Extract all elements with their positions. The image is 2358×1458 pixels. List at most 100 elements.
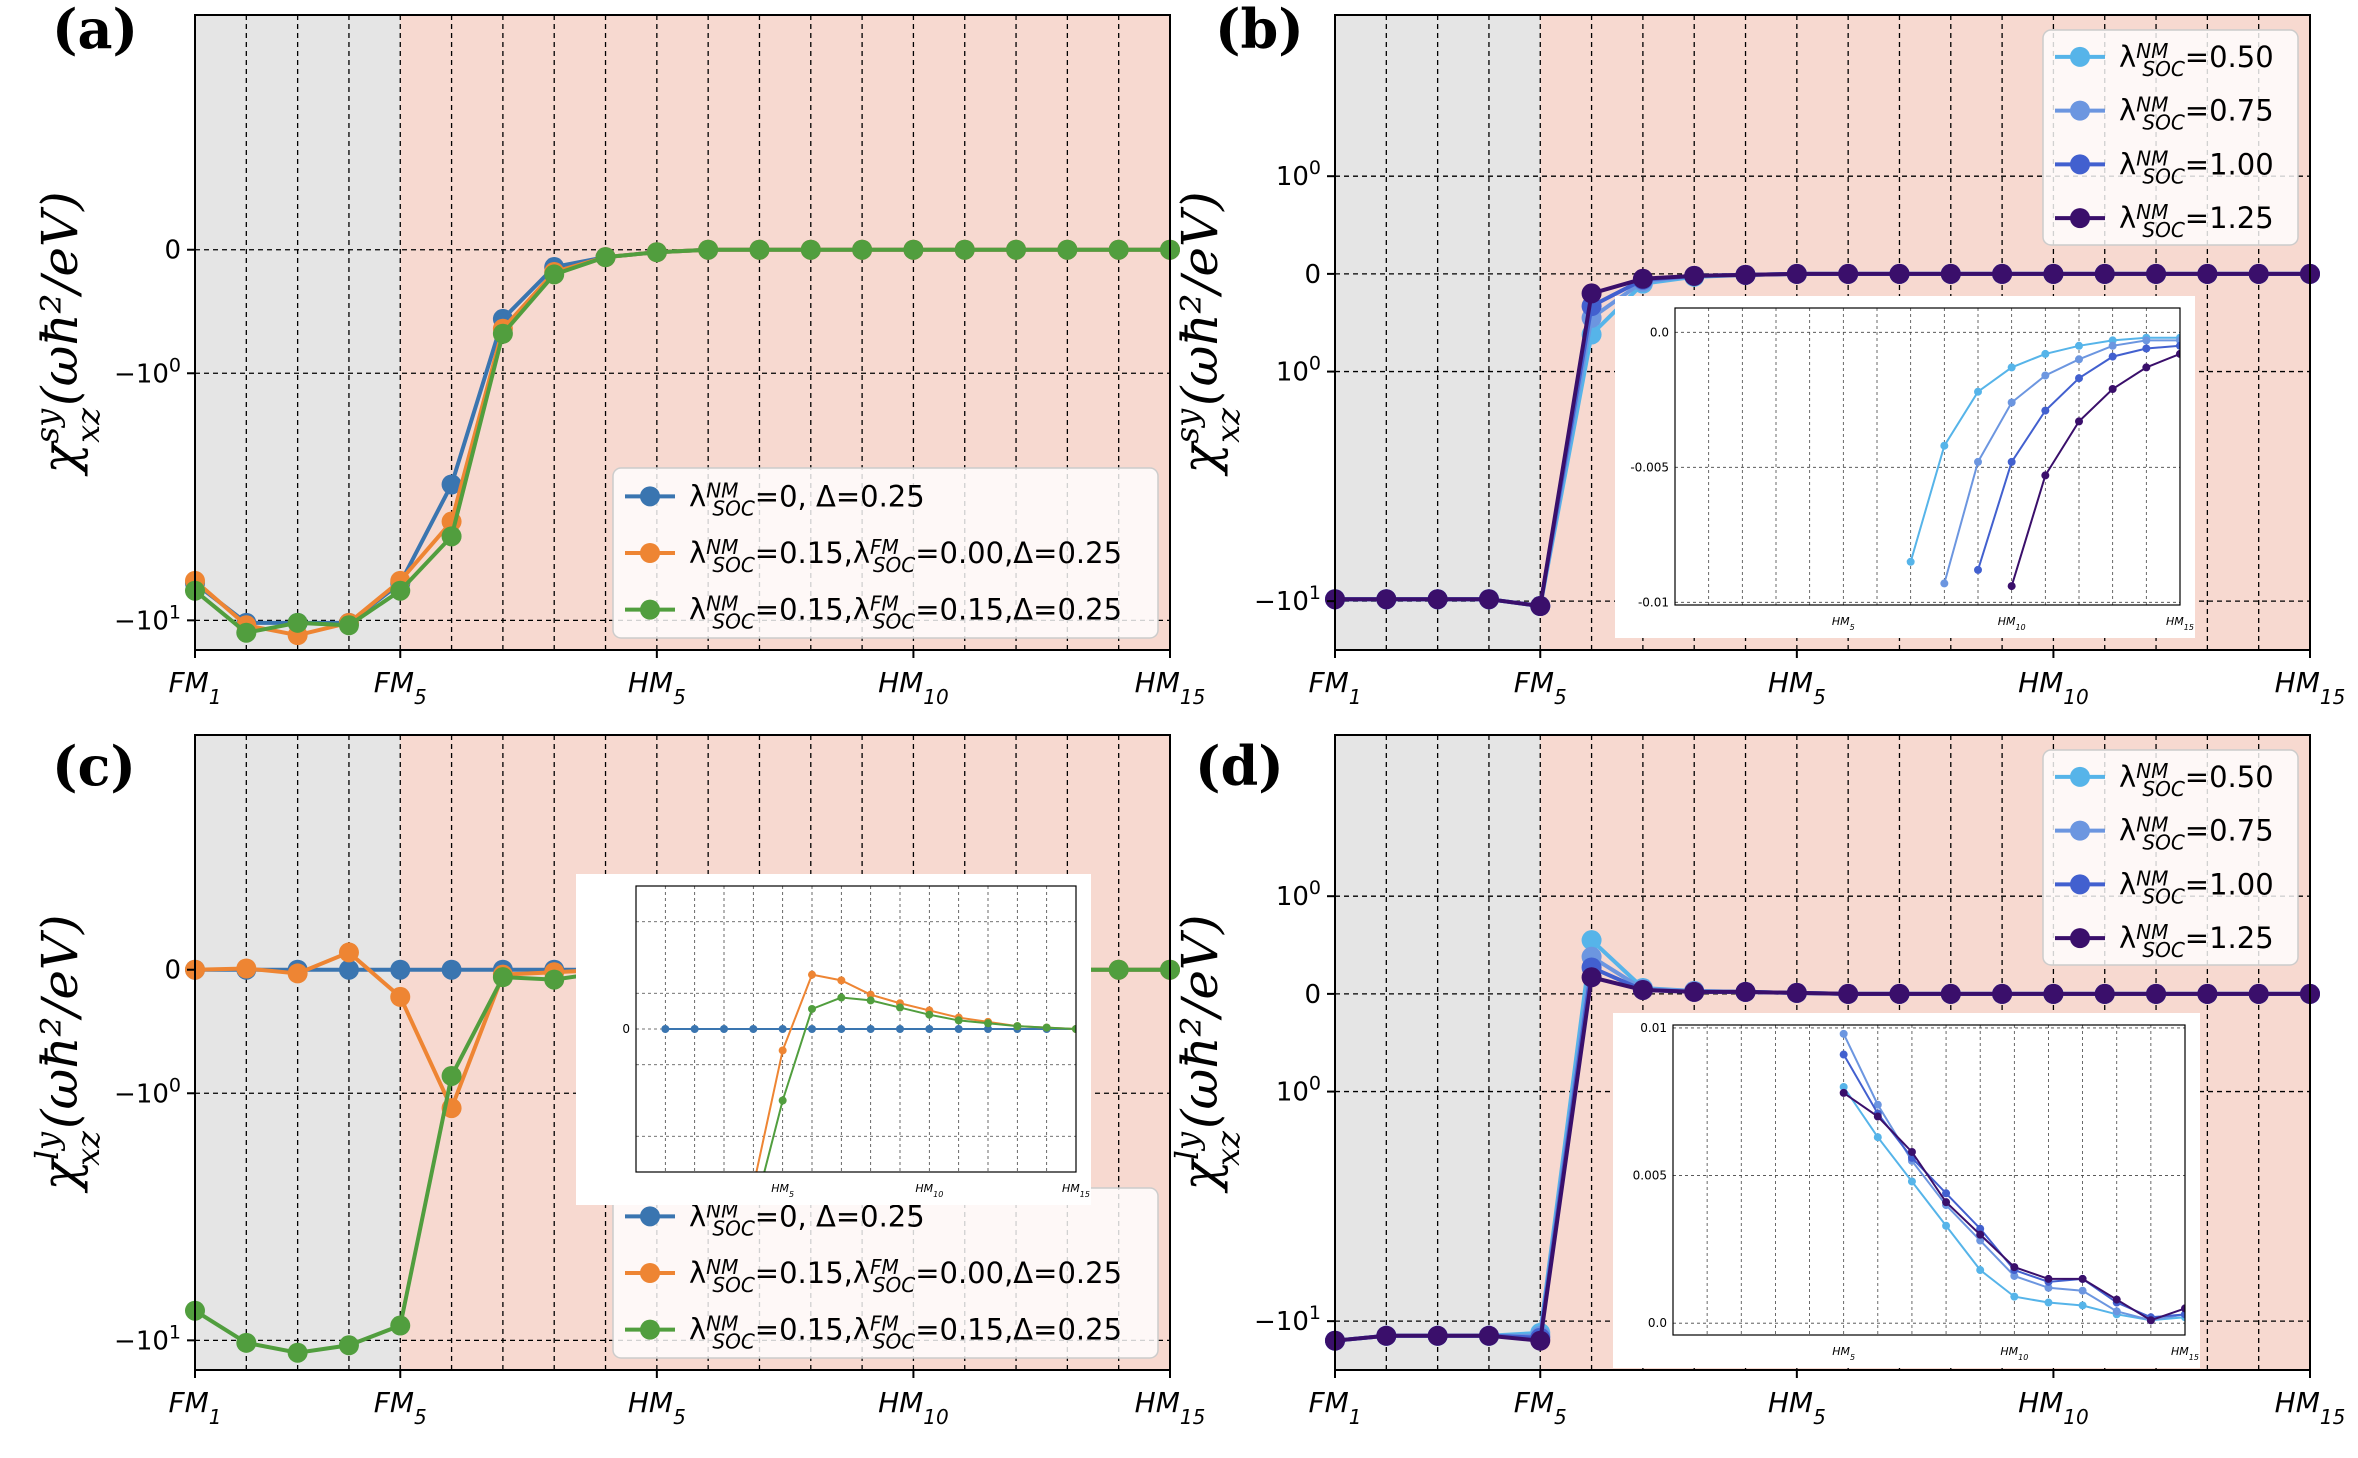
data-point-green [544, 264, 565, 285]
inset-series-group [661, 970, 1076, 1172]
inset-x-tick-label: HM5 [1832, 615, 1855, 632]
inset-data-point-l100 [2176, 341, 2180, 350]
panel-label: (a) [52, 0, 138, 61]
data-point-l125 [2043, 983, 2064, 1004]
x-tick-label: FM5 [374, 1386, 427, 1429]
data-point-green [800, 239, 821, 260]
plot-frame [194, 14, 1171, 651]
data-point-l125 [1992, 263, 2013, 284]
legend-entry: λNM SOC=0.15,λFM SOC=0.15,Δ=0.25 [625, 592, 1122, 634]
inset-series-group [1906, 333, 2180, 591]
y-tick-label: 100 [1276, 1073, 1321, 1108]
inset-data-point-blue [720, 1025, 728, 1033]
legend-entry: λNM SOC=0.75 [2055, 93, 2274, 135]
data-point-green [390, 580, 411, 601]
data-point-l125 [1889, 263, 1910, 284]
data-point-l125 [2197, 263, 2218, 284]
inset-data-point-l050 [1906, 557, 1915, 566]
inset-data-point-l050 [1839, 1083, 1848, 1091]
data-point-l125 [1581, 283, 1602, 304]
inset-x-tick-label: HM10 [2000, 1345, 2028, 1362]
data-point-l125 [2043, 263, 2064, 284]
data-point-l125 [1940, 263, 1961, 284]
y-tick-label: −101 [1254, 1302, 1321, 1337]
data-point-l125 [1530, 596, 1551, 617]
panel-label: (b) [1215, 0, 1304, 61]
legend-label: λNM SOC=0.50 [2119, 39, 2274, 81]
y-tick-label: 100 [1276, 877, 1321, 912]
legend-swatch-marker [2070, 820, 2090, 841]
legend-entry: λNM SOC=1.25 [2055, 200, 2274, 242]
inset-data-point-l125 [2108, 385, 2117, 393]
data-point-l125 [1530, 1330, 1551, 1351]
panel-label: (d) [1195, 734, 1284, 798]
legend-box [2042, 749, 2299, 966]
legend-box [2042, 29, 2299, 246]
data-point-blue [441, 474, 462, 495]
data-point-green [338, 615, 359, 636]
inset-data-point-green [1042, 1023, 1051, 1032]
inset-data-point-blue [661, 1025, 670, 1033]
legend-entry: λNM SOC=0.50 [2055, 39, 2274, 81]
inset-data-point-l125 [1907, 1147, 1916, 1156]
inset-data-point-l100 [2007, 457, 2016, 466]
legend-swatch-marker [640, 1319, 660, 1340]
legend-swatch-marker [2070, 100, 2090, 121]
inset-chart: 0.01 0.005 0.0 HM5 HM10 HM15 [1613, 1013, 2200, 1368]
inset-data-point-l050 [1974, 387, 1982, 396]
y-tick-label: 100 [1276, 157, 1321, 192]
legend-label: λNM SOC=1.00 [2119, 146, 2274, 188]
inset-y-tick-label: -0.01 [1638, 595, 1669, 609]
inset-data-point-l050 [2041, 349, 2050, 358]
inset-series-line-l125 [2010, 352, 2180, 587]
y-tick-label: −101 [114, 601, 181, 636]
legend-label: λNM SOC=0.15,λFM SOC=0.00,Δ=0.25 [689, 1255, 1122, 1297]
data-point-l125 [1632, 979, 1653, 1000]
data-point-l125 [2248, 983, 2269, 1004]
x-tick-label: FM1 [1309, 666, 1362, 709]
inset-data-point-l075 [2044, 1283, 2053, 1292]
panel-b: FM1 FM5 HM5 HM10 HM15 100 0 100 −101 (b) χsyxz(ωħ²… [1168, 0, 2345, 709]
inset-data-point-green [896, 1003, 904, 1012]
inset-data-point-green [925, 1010, 934, 1019]
inset-data-point-green [778, 1096, 787, 1105]
data-point-l125 [1889, 983, 1910, 1004]
legend-entry: λNM SOC=0, Δ=0.25 [625, 478, 925, 520]
data-point-l125 [2197, 983, 2218, 1004]
data-point-l125 [1376, 1325, 1397, 1346]
inset-data-point-blue [808, 1025, 816, 1033]
legend-label: λNM SOC=0.15,λFM SOC=0.15,Δ=0.25 [689, 592, 1122, 634]
y-tick-label: 100 [1276, 353, 1321, 388]
inset-data-point-l125 [2181, 1304, 2185, 1313]
inset-data-point-blue [984, 1025, 992, 1033]
data-point-l125 [1684, 981, 1705, 1002]
x-tick-label: HM10 [2018, 666, 2089, 709]
inset-data-point-l125 [2142, 363, 2151, 372]
legend-entry: λNM SOC=0.15,λFM SOC=0.00,Δ=0.25 [625, 1255, 1122, 1297]
legend-swatch-marker [2070, 928, 2090, 949]
inset-frame [635, 885, 1077, 1173]
y-tick-label: −100 [114, 1074, 181, 1109]
legend-swatch-marker [640, 599, 660, 620]
x-tick-label: FM1 [169, 1386, 222, 1429]
data-point-blue [390, 959, 411, 980]
data-point-green [1108, 959, 1129, 980]
y-axis-label: χsyxz(ωħ²/eV) [28, 191, 107, 476]
inset-y-tick-label: 0.005 [1633, 1169, 1667, 1183]
data-point-orange [338, 942, 359, 963]
legend-swatch-marker [2070, 766, 2090, 787]
legend-label: λNM SOC=0.15,λFM SOC=0.15,Δ=0.25 [689, 1312, 1122, 1354]
inset-data-point-l100 [1839, 1050, 1848, 1059]
legend: λNM SOC=0, Δ=0.25 λNM SOC=0.15,λFM SOC=0.00,… [612, 467, 1159, 639]
data-point-l125 [2146, 983, 2167, 1004]
x-tick-label: HM10 [878, 666, 949, 709]
legend: λNM SOC=0.50 λNM SOC=0.75 λNM SOC=1.00 λNM SOC=… [2042, 749, 2299, 966]
inset-data-point-l050 [1907, 1177, 1916, 1186]
data-point-green [492, 967, 513, 988]
inset-data-point-l075 [1839, 1029, 1848, 1038]
data-point-l050 [1581, 930, 1602, 951]
inset-data-point-green [808, 1004, 816, 1013]
y-tick-label: −100 [114, 354, 181, 389]
inset-x-tick-label: HM15 [2166, 615, 2194, 632]
legend-label: λNM SOC=1.25 [2119, 920, 2274, 962]
